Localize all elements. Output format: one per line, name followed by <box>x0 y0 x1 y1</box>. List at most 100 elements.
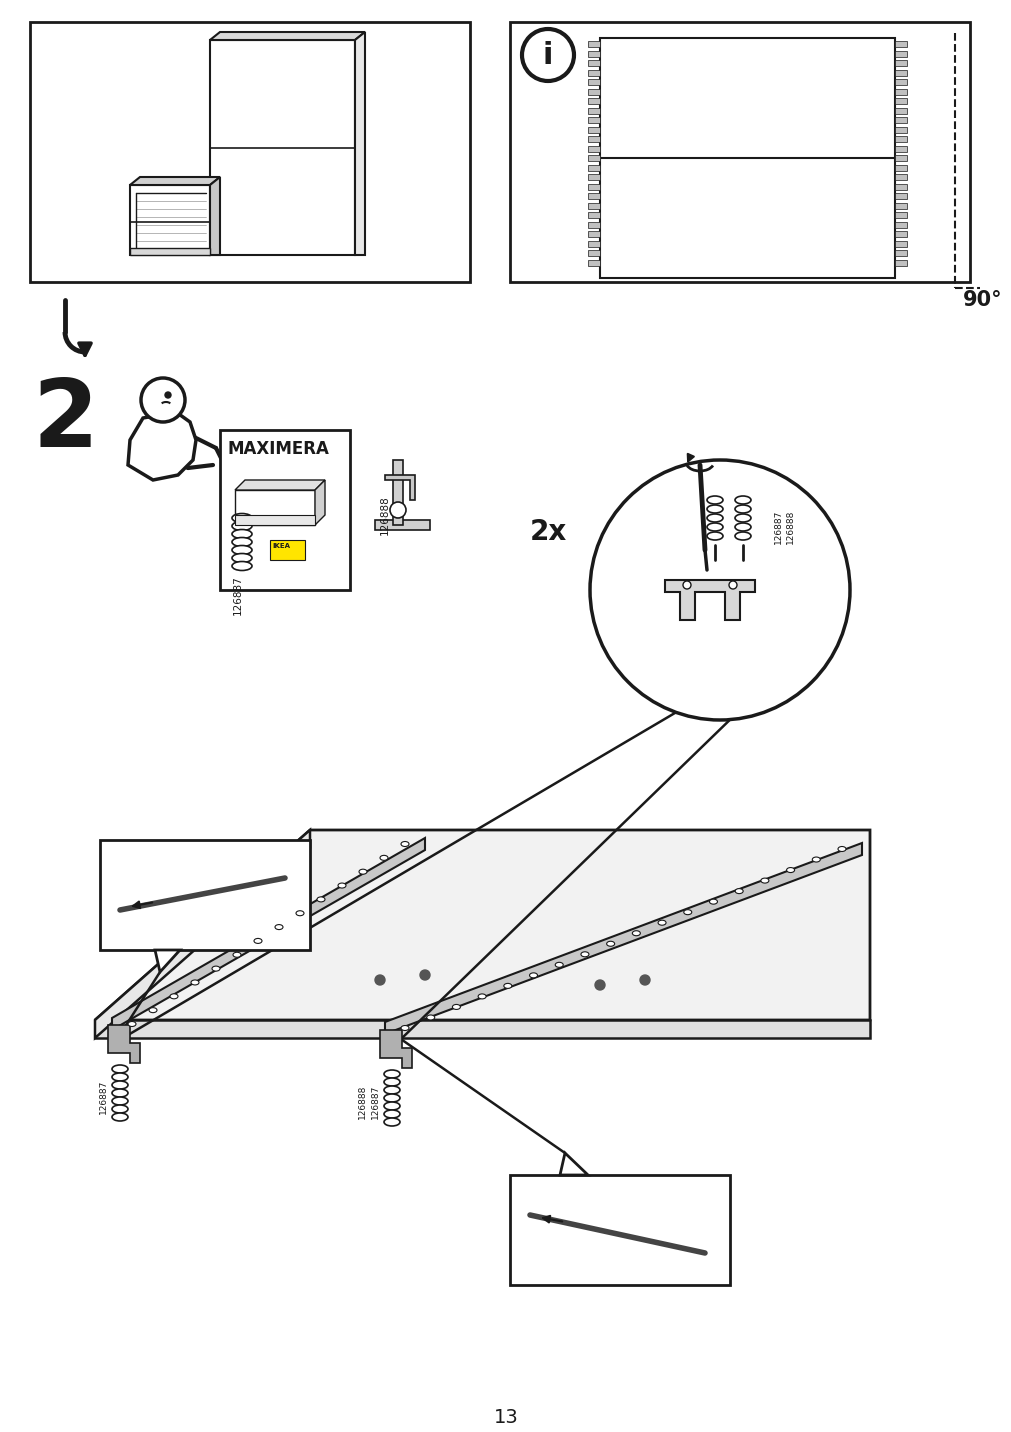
Bar <box>587 146 600 152</box>
Bar <box>894 50 906 56</box>
Circle shape <box>141 378 185 422</box>
Bar <box>600 39 894 278</box>
Bar <box>894 89 906 95</box>
Text: 126887: 126887 <box>233 576 243 614</box>
Text: 2x: 2x <box>530 518 567 546</box>
Ellipse shape <box>379 855 387 861</box>
Bar <box>587 97 600 105</box>
Bar <box>587 89 600 95</box>
Ellipse shape <box>683 909 692 915</box>
Bar <box>894 70 906 76</box>
Ellipse shape <box>338 884 346 888</box>
Text: 126888: 126888 <box>379 495 389 534</box>
Bar <box>894 60 906 66</box>
Bar <box>587 70 600 76</box>
Ellipse shape <box>707 533 722 540</box>
Text: MAXIMERA: MAXIMERA <box>227 440 330 458</box>
Ellipse shape <box>400 842 408 846</box>
Bar <box>587 126 600 133</box>
Polygon shape <box>129 248 210 255</box>
Ellipse shape <box>580 952 588 957</box>
Ellipse shape <box>211 967 219 971</box>
Text: 126887: 126887 <box>772 510 782 544</box>
Bar <box>587 193 600 199</box>
Bar <box>894 241 906 246</box>
Bar <box>587 241 600 246</box>
Circle shape <box>682 581 691 589</box>
Ellipse shape <box>503 984 512 988</box>
Ellipse shape <box>112 1073 127 1081</box>
Bar <box>587 202 600 209</box>
Bar <box>894 212 906 218</box>
Text: i: i <box>542 40 553 70</box>
Ellipse shape <box>837 846 845 852</box>
Bar <box>894 117 906 123</box>
Bar <box>587 175 600 180</box>
Ellipse shape <box>786 868 794 872</box>
Bar <box>894 193 906 199</box>
Polygon shape <box>210 32 365 40</box>
Polygon shape <box>392 460 402 526</box>
Ellipse shape <box>734 523 750 531</box>
Bar <box>30 21 469 282</box>
Ellipse shape <box>112 1097 127 1106</box>
Ellipse shape <box>477 994 485 1000</box>
Polygon shape <box>375 520 430 530</box>
Ellipse shape <box>112 1081 127 1088</box>
Bar <box>587 79 600 84</box>
Polygon shape <box>235 490 314 526</box>
Bar <box>894 231 906 238</box>
Ellipse shape <box>383 1118 399 1126</box>
Bar <box>894 42 906 47</box>
Ellipse shape <box>295 911 303 915</box>
Circle shape <box>389 503 405 518</box>
Bar <box>894 202 906 209</box>
Bar <box>587 222 600 228</box>
Ellipse shape <box>232 530 252 538</box>
Bar <box>894 251 906 256</box>
Ellipse shape <box>812 856 820 862</box>
Ellipse shape <box>555 962 563 968</box>
Text: 126888: 126888 <box>357 1085 366 1120</box>
Bar <box>894 183 906 189</box>
Ellipse shape <box>359 869 367 874</box>
Polygon shape <box>155 949 180 972</box>
Ellipse shape <box>112 1065 127 1073</box>
Text: 13: 13 <box>493 1408 518 1428</box>
Bar <box>270 540 304 560</box>
Bar <box>894 136 906 142</box>
Polygon shape <box>95 1020 869 1038</box>
Ellipse shape <box>232 514 252 523</box>
Bar <box>219 430 350 590</box>
Text: 126888: 126888 <box>785 510 794 544</box>
Ellipse shape <box>707 505 722 513</box>
Bar <box>894 259 906 265</box>
Bar <box>587 212 600 218</box>
Ellipse shape <box>383 1070 399 1078</box>
Polygon shape <box>379 1030 411 1068</box>
Polygon shape <box>210 40 355 255</box>
Text: 126887: 126887 <box>370 1085 379 1120</box>
Ellipse shape <box>112 1106 127 1113</box>
Ellipse shape <box>170 994 178 998</box>
Bar <box>894 97 906 105</box>
Polygon shape <box>355 32 365 255</box>
Ellipse shape <box>383 1103 399 1110</box>
Bar <box>587 136 600 142</box>
Circle shape <box>165 392 171 398</box>
Bar <box>587 231 600 238</box>
Bar <box>894 126 906 133</box>
Bar <box>510 1176 729 1285</box>
Bar <box>894 146 906 152</box>
Bar <box>587 60 600 66</box>
Polygon shape <box>235 480 325 490</box>
Circle shape <box>420 969 430 979</box>
Ellipse shape <box>112 1113 127 1121</box>
Circle shape <box>375 975 384 985</box>
Bar <box>587 42 600 47</box>
Ellipse shape <box>734 505 750 513</box>
Ellipse shape <box>657 921 665 925</box>
Ellipse shape <box>606 941 614 947</box>
Ellipse shape <box>707 514 722 523</box>
Ellipse shape <box>383 1085 399 1094</box>
